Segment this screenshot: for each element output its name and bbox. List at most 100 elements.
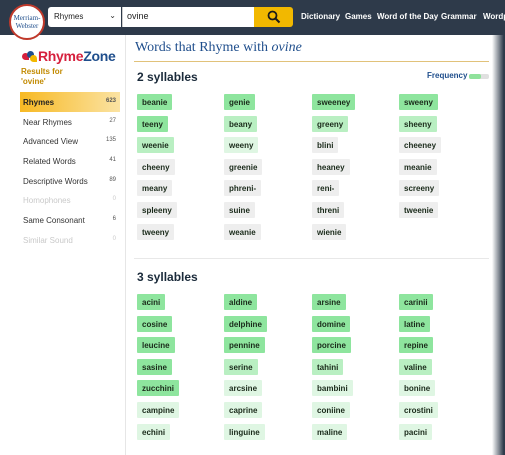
rhyme-word[interactable]: arsine <box>312 294 346 310</box>
rhymezone-logo[interactable]: RhymeZone <box>22 48 116 64</box>
sidebar-item-count: 135 <box>105 137 116 143</box>
sidebar-item-label: Advanced View <box>23 137 78 146</box>
rhyme-word[interactable]: meanie <box>399 158 437 175</box>
rhyme-word[interactable]: greenie <box>224 158 263 175</box>
sidebar-item-label: Descriptive Words <box>23 177 88 186</box>
sidebar-item-label: Near Rhymes <box>23 118 72 127</box>
rhyme-word[interactable]: acini <box>137 294 166 310</box>
title-divider <box>134 61 489 62</box>
nav-games[interactable]: Games <box>345 12 372 21</box>
rhyme-word[interactable]: screeny <box>399 180 440 197</box>
rhyme-word[interactable]: leucine <box>137 337 175 354</box>
rhyme-word[interactable]: latine <box>399 315 430 332</box>
rhyme-word[interactable]: cheeney <box>399 137 442 154</box>
sidebar-item-count: 41 <box>109 157 116 163</box>
rhyme-word[interactable]: tahini <box>312 358 344 375</box>
rhyme-word[interactable]: weanie <box>224 223 261 240</box>
rhyme-word[interactable]: wienie <box>312 223 347 240</box>
frequency-toggle[interactable]: Frequency <box>427 71 468 80</box>
rhyme-word[interactable]: caprine <box>224 402 263 418</box>
rhyme-word[interactable]: suine <box>224 202 255 218</box>
merriam-webster-logo[interactable]: Merriam- Webster <box>9 4 45 40</box>
rhyme-word[interactable]: crostini <box>399 402 438 418</box>
results-for-label: Results for <box>21 67 63 76</box>
nav-dictionary[interactable]: Dictionary <box>301 12 341 21</box>
rhyme-word[interactable]: domine <box>312 315 351 332</box>
section-divider <box>134 258 489 259</box>
results-for-query: 'ovine' <box>21 77 46 86</box>
rhyme-word[interactable]: sheeny <box>399 115 437 132</box>
rhyme-word[interactable]: heaney <box>312 158 350 175</box>
rhyme-word[interactable]: aldine <box>224 294 258 310</box>
rhyme-word[interactable]: carinii <box>399 294 433 310</box>
rhyme-word[interactable]: cosine <box>137 315 173 332</box>
rhyme-word[interactable]: tweenie <box>399 202 439 218</box>
sidebar-item-near-rhymes[interactable]: Near Rhymes 27 <box>20 112 120 132</box>
search-query: ovine <box>127 11 149 21</box>
rhyme-word[interactable]: blini <box>312 137 339 154</box>
sidebar: RhymeZone Results for 'ovine' Rhymes 623 N… <box>0 35 126 455</box>
results-for: Results for 'ovine' <box>21 67 63 87</box>
rhyme-word[interactable]: delphine <box>224 315 267 332</box>
rhyme-word[interactable]: valine <box>399 358 432 375</box>
rhyme-word[interactable]: arcsine <box>224 380 263 397</box>
rhyme-word[interactable]: pennine <box>224 337 265 354</box>
rhyme-word[interactable]: phreni- <box>224 180 262 197</box>
rhyme-word[interactable]: cheeny <box>137 158 175 175</box>
rhyme-word[interactable]: pacini <box>399 423 433 440</box>
frequency-bar-fill <box>469 74 481 79</box>
search-icon <box>267 10 280 24</box>
rhyme-word[interactable]: porcine <box>312 337 351 354</box>
rhyme-word[interactable]: bambini <box>312 380 353 397</box>
rhyme-word[interactable]: genie <box>224 94 255 110</box>
rhyme-word[interactable]: serine <box>224 358 258 375</box>
rhyme-word[interactable]: sasine <box>137 358 172 375</box>
sidebar-item-count: 27 <box>109 118 116 124</box>
rhyme-word[interactable]: campine <box>137 402 180 418</box>
rhyme-word[interactable]: zucchini <box>137 380 180 397</box>
rhyme-word[interactable]: weeny <box>224 137 259 154</box>
nav-grammar[interactable]: Grammar <box>441 12 477 21</box>
sidebar-item-same-consonant[interactable]: Same Consonant 6 <box>20 210 120 230</box>
nav-wordplay[interactable]: Wordp <box>483 12 505 21</box>
rhyme-word[interactable]: linguine <box>224 423 265 440</box>
rhyme-word[interactable]: beany <box>224 115 258 132</box>
search-type-value: Rhymes <box>54 12 84 21</box>
rhyme-word[interactable]: teeny <box>137 115 168 132</box>
search-button[interactable] <box>254 7 293 27</box>
sidebar-item-label: Same Consonant <box>23 216 85 225</box>
top-bar: Rhymes ⌄ ovine Dictionary Games Word of … <box>0 0 505 35</box>
rhyme-word[interactable]: reni- <box>312 180 340 197</box>
rhyme-word[interactable]: sweeney <box>312 94 356 110</box>
search-type-select[interactable]: Rhymes ⌄ <box>48 7 121 27</box>
rhymezone-mark-icon <box>22 51 37 62</box>
rhyme-word[interactable]: tweeny <box>137 223 175 240</box>
frequency-bar[interactable] <box>469 74 489 79</box>
sidebar-item-homophones: Homophones 0 <box>20 190 120 210</box>
sidebar-item-count: 0 <box>112 236 116 242</box>
sidebar-item-descriptive-words[interactable]: Descriptive Words 89 <box>20 171 120 191</box>
rhyme-word[interactable]: bonine <box>399 380 436 397</box>
rhyme-word[interactable]: weenie <box>137 137 174 154</box>
sidebar-item-label: Rhymes <box>23 98 55 107</box>
sidebar-item-rhymes[interactable]: Rhymes 623 <box>20 92 120 112</box>
rhyme-word[interactable]: repine <box>399 337 434 354</box>
rhyme-word[interactable]: echini <box>137 423 171 440</box>
rhyme-word[interactable]: threni <box>312 202 345 218</box>
rhyme-word[interactable]: greeny <box>312 115 349 132</box>
sidebar-item-related-words[interactable]: Related Words 41 <box>20 151 120 171</box>
brand-part-2: Zone <box>83 48 116 64</box>
rhyme-word[interactable]: beanie <box>137 94 173 110</box>
nav-word-of-the-day[interactable]: Word of the Day <box>377 12 439 21</box>
rhyme-word[interactable]: maline <box>312 423 348 440</box>
rhyme-word[interactable]: coniine <box>312 402 351 418</box>
sidebar-item-label: Related Words <box>23 157 76 166</box>
sidebar-item-count: 623 <box>105 98 116 104</box>
sidebar-item-advanced-view[interactable]: Advanced View 135 <box>20 131 120 151</box>
sidebar-item-count: 6 <box>112 216 116 222</box>
rhyme-word[interactable]: spleeny <box>137 202 177 218</box>
section-heading: 2 syllables <box>137 70 198 84</box>
rhyme-word[interactable]: sweeny <box>399 94 438 110</box>
rhyme-word[interactable]: meany <box>137 180 173 197</box>
search-input[interactable]: ovine <box>122 7 254 27</box>
